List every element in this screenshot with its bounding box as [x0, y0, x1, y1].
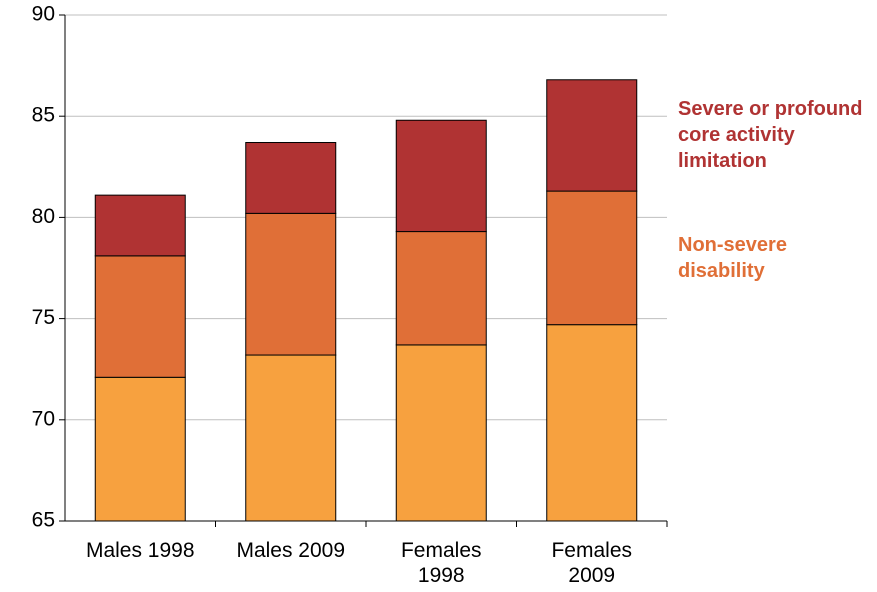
bar-segment	[245, 142, 337, 214]
bar-segment	[94, 255, 186, 378]
legend-label: Non-severe disability	[678, 233, 787, 282]
bar-segment	[245, 354, 337, 522]
y-tick-label: 75	[32, 306, 55, 329]
bar-segment	[395, 344, 487, 522]
bar-segment	[94, 194, 186, 257]
y-tick-label: 80	[32, 205, 55, 228]
y-tick-label: 90	[32, 3, 55, 26]
x-tick-label: Females 1998	[400, 539, 482, 587]
x-tick-label: Males 2009	[236, 539, 346, 562]
bar-segment	[546, 324, 638, 522]
x-tick-label: Females 2009	[551, 539, 633, 587]
bar-segment	[395, 231, 487, 346]
bar-segment	[546, 190, 638, 326]
y-tick-label: 85	[32, 104, 55, 127]
bar-segment	[395, 119, 487, 233]
legend-label: Severe or profound core activity limitat…	[678, 98, 863, 173]
x-tick-label: Males 1998	[85, 539, 195, 562]
y-tick-label: 65	[32, 509, 55, 532]
y-tick-label: 70	[32, 407, 55, 430]
bar-segment	[245, 212, 337, 356]
bar-segment	[546, 79, 638, 192]
bar-segment	[94, 376, 186, 522]
